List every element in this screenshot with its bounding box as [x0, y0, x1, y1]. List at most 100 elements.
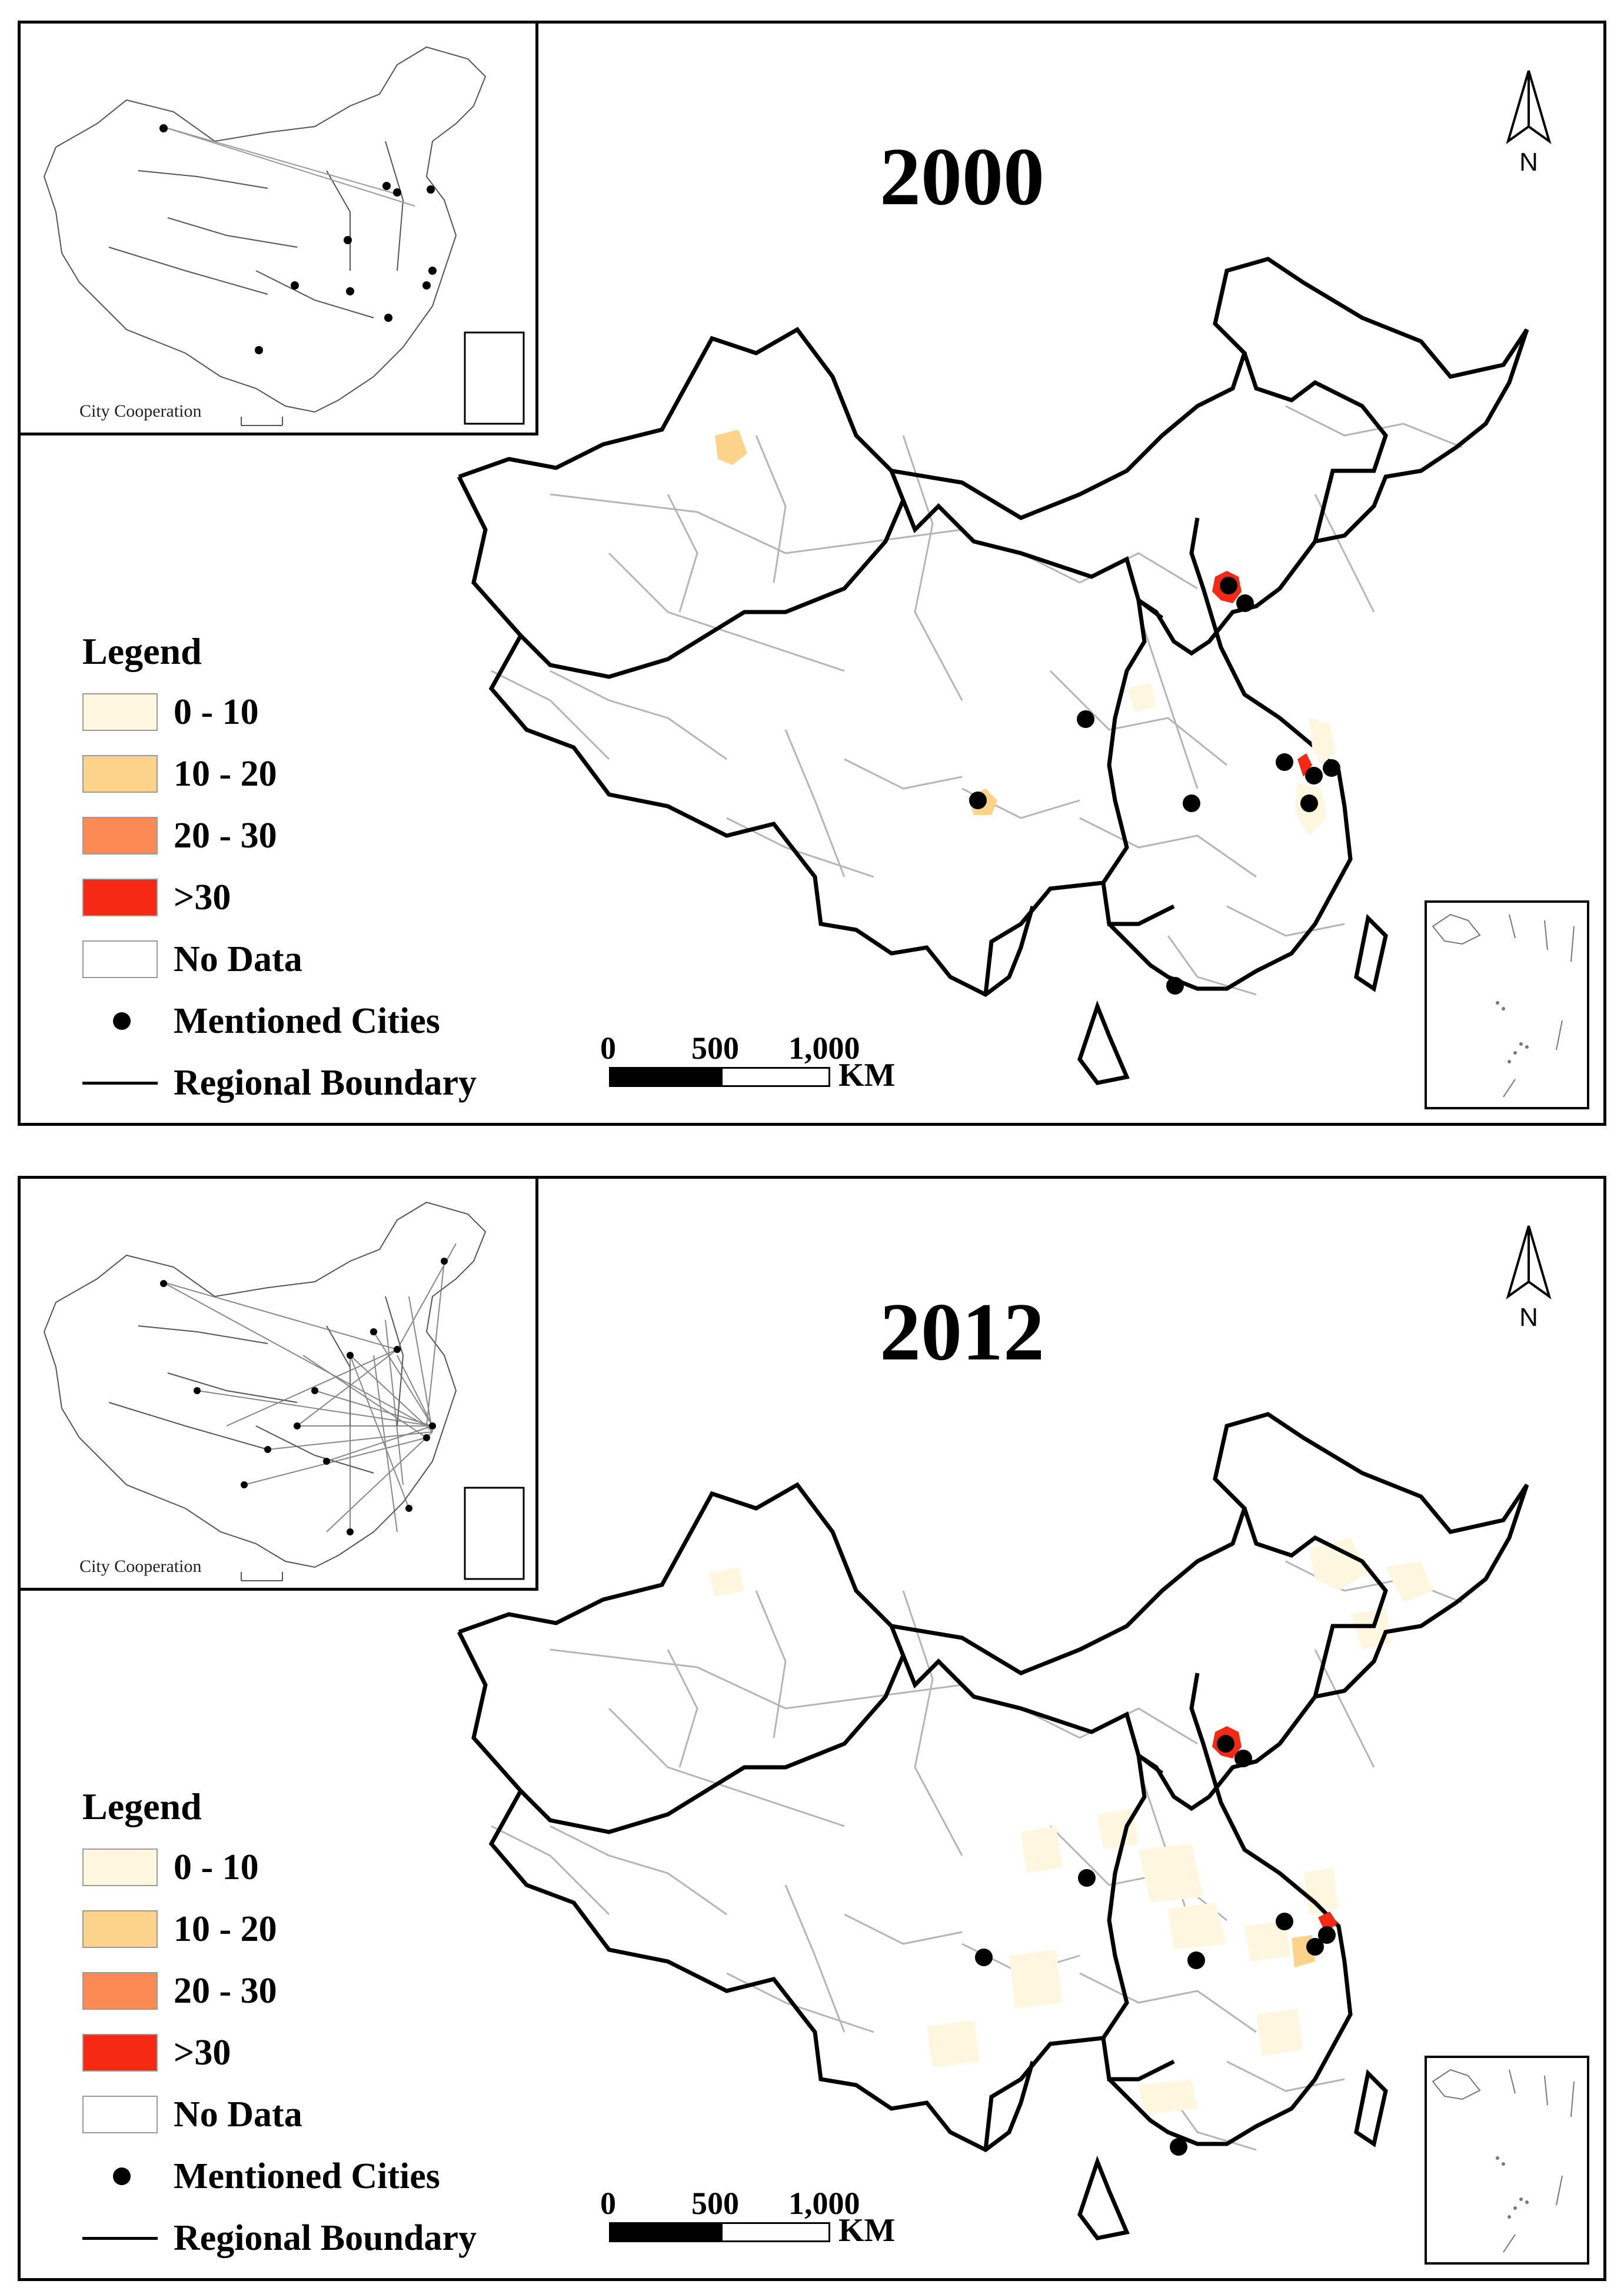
scale-tick-500: 500	[691, 1030, 739, 1066]
scale-tick-500: 500	[691, 2186, 739, 2221]
scale-bar-2012: 0 500 1,000 KM	[585, 2185, 939, 2273]
legend-label: 20 - 30	[174, 1971, 277, 2011]
inset-legend-label: City Cooperation	[79, 1557, 202, 1576]
legend-item-20-30: 20 - 30	[82, 812, 612, 859]
legend-label: >30	[174, 877, 231, 917]
city-marker	[969, 792, 987, 809]
north-label: N	[1519, 148, 1538, 177]
city-marker	[1236, 594, 1254, 612]
prefecture-boundaries	[491, 405, 1463, 996]
legend-item-no-data: No Data	[82, 2091, 612, 2138]
city-marker	[1170, 2138, 1187, 2156]
city-cooperation-inset-2000: City Cooperation	[21, 24, 538, 435]
scale-tick-0: 0	[600, 2186, 616, 2221]
mentioned-cities	[975, 1735, 1336, 2156]
north-label: N	[1519, 1303, 1538, 1332]
city-marker	[1234, 1750, 1252, 1767]
legend-item-0-10: 0 - 10	[82, 689, 612, 736]
legend-2012: Legend 0 - 10 10 - 20 20 - 30 >30 No Dat…	[82, 1785, 612, 2268]
city-marker	[1187, 1951, 1205, 1969]
legend-label: 20 - 30	[174, 816, 277, 856]
scale-tick-0: 0	[600, 1030, 616, 1066]
region-shanghai-fill	[1297, 753, 1312, 777]
legend-label: 0 - 10	[174, 692, 259, 732]
legend-label: No Data	[174, 2094, 302, 2135]
legend-swatch	[82, 817, 158, 855]
map-panel-2000: 2000	[18, 21, 1606, 1126]
legend-swatch	[82, 940, 158, 978]
legend-item-10-20: 10 - 20	[82, 1906, 612, 1953]
legend-label: Regional Boundary	[174, 1063, 477, 1103]
regional-boundaries	[457, 257, 1529, 1085]
scale-segment-black	[609, 1067, 724, 1087]
class-0-10-fills	[709, 1538, 1433, 2115]
city-marker	[1276, 1913, 1293, 1930]
year-title-2000: 2000	[880, 131, 1044, 222]
south-china-sea-inset	[1425, 2056, 1589, 2265]
city-marker	[1300, 794, 1318, 812]
legend-item-mentioned-cities: Mentioned Cities	[82, 998, 612, 1045]
inset-map	[43, 1201, 525, 1580]
inset-map	[43, 46, 525, 425]
legend-title: Legend	[82, 1786, 202, 1827]
legend-swatch	[82, 693, 158, 731]
scale-bar-2000: 0 500 1,000 KM	[585, 1030, 939, 1118]
city-marker	[1305, 767, 1323, 784]
region-shanghai-fill	[1318, 1911, 1337, 1933]
inset-legend-label: City Cooperation	[79, 401, 202, 421]
legend-item-gt30: >30	[82, 2029, 612, 2076]
scale-unit: KM	[838, 1057, 896, 1093]
legend-label: Regional Boundary	[174, 2218, 477, 2258]
china-map-2000	[457, 257, 1529, 1085]
city-cooperation-inset-2012: City Cooperation	[21, 1179, 538, 1591]
legend-item-20-30: 20 - 30	[82, 1967, 612, 2014]
legend-2000: Legend 0 - 10 10 - 20 20 - 30 >30 No Dat…	[82, 630, 612, 1112]
legend-item-0-10: 0 - 10	[82, 1844, 612, 1891]
legend-swatch	[82, 2034, 158, 2072]
city-marker	[1166, 977, 1184, 995]
region-jiangsu-fill	[1309, 718, 1336, 765]
legend-item-gt30: >30	[82, 874, 612, 921]
north-arrow-icon: N	[1506, 1225, 1552, 1332]
city-marker	[1078, 1869, 1096, 1887]
legend-swatch	[82, 1972, 158, 2010]
legend-swatch	[82, 755, 158, 793]
scale-segment-white	[721, 1067, 830, 1087]
legend-item-10-20: 10 - 20	[82, 750, 612, 797]
legend-swatch	[82, 2096, 158, 2133]
legend-item-mentioned-cities: Mentioned Cities	[82, 2153, 612, 2200]
china-map-2012	[457, 1412, 1529, 2240]
inset-scale-bar	[238, 1548, 303, 1584]
city-marker	[1306, 1938, 1324, 1956]
legend-label: 10 - 20	[174, 754, 277, 794]
year-title-2012: 2012	[880, 1286, 1044, 1378]
city-dot-icon	[113, 2167, 131, 2185]
city-dot-icon	[113, 1012, 131, 1030]
scale-tick-1000: 1,000	[788, 1030, 860, 1066]
region-urumqi-fill	[715, 430, 747, 465]
legend-swatch	[82, 879, 158, 916]
legend-label: No Data	[174, 939, 302, 979]
scale-tick-1000: 1,000	[788, 2186, 860, 2221]
boundary-line-icon	[82, 2237, 158, 2240]
scale-segment-white	[721, 2222, 830, 2242]
boundary-line-icon	[82, 1082, 158, 1085]
legend-label: 0 - 10	[174, 1847, 259, 1887]
north-arrow-icon: N	[1506, 70, 1552, 177]
legend-label: 10 - 20	[174, 1909, 277, 1949]
region-inland-fill	[1127, 683, 1156, 712]
city-marker	[1077, 710, 1094, 728]
legend-item-regional-boundary: Regional Boundary	[82, 2215, 612, 2262]
legend-label: >30	[174, 2033, 231, 2073]
legend-item-no-data: No Data	[82, 936, 612, 983]
legend-swatch	[82, 1849, 158, 1886]
city-marker	[1217, 1735, 1234, 1753]
city-marker	[1318, 1926, 1336, 1944]
regional-boundaries	[457, 1412, 1529, 2240]
mentioned-cities	[969, 577, 1340, 995]
city-marker	[1276, 753, 1293, 771]
map-panel-2012: 2012	[18, 1176, 1606, 2281]
legend-swatch	[82, 1910, 158, 1948]
legend-title: Legend	[82, 630, 202, 672]
inset-scale-bar	[238, 393, 303, 428]
